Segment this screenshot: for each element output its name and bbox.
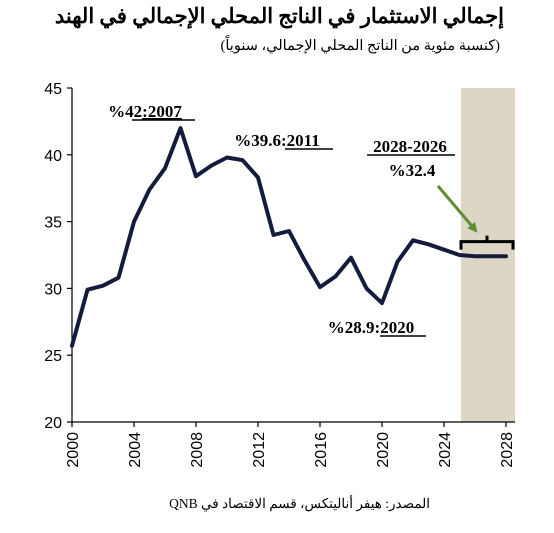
y-tick-label: 45	[44, 81, 62, 98]
y-tick-label: 20	[44, 415, 62, 432]
forecast-value-label: %32.4	[389, 161, 436, 180]
low-year-label: :2020	[375, 318, 415, 337]
peak-year-label: :2007	[142, 102, 182, 121]
chart-subtitle: (كنسبة مئوية من الناتج المحلي الإجمالي، …	[220, 38, 500, 54]
x-tick-label: 2020	[375, 432, 392, 468]
x-tick-label: 2024	[437, 432, 454, 468]
x-tick-label: 2028	[499, 432, 516, 468]
y-tick-label: 35	[44, 215, 62, 232]
y-tick-label: 30	[44, 281, 62, 298]
y2011-year-label: :2011	[281, 131, 320, 150]
y-tick-label: 40	[44, 148, 62, 165]
forecast-arrow	[436, 185, 478, 233]
x-tick-label: 2016	[313, 432, 330, 468]
x-tick-label: 2000	[65, 432, 82, 468]
forecast-bracket	[459, 235, 515, 250]
peak-value-label: %42	[108, 102, 142, 121]
source-note: المصدر: هيفر أناليتكس، قسم الاقتصاد في Q…	[169, 496, 430, 511]
forecast-period-label: 2028-2026	[373, 137, 447, 156]
y2011-annotation: %39.6:2011	[234, 131, 319, 150]
x-tick-label: 2004	[127, 432, 144, 468]
chart-title: إجمالي الاستثمار في الناتج المحلي الإجما…	[54, 4, 504, 28]
series-line	[70, 126, 508, 348]
axes	[71, 88, 515, 423]
low-value-label: %28.9	[328, 318, 375, 337]
y-tick-label: 25	[44, 348, 62, 365]
peak-annotation: %42:2007	[108, 102, 182, 121]
y2011-value-label: %39.6	[234, 131, 281, 150]
x-tick-label: 2008	[189, 432, 206, 468]
low-annotation: %28.9:2020	[328, 318, 414, 337]
x-tick-label: 2012	[251, 432, 268, 468]
